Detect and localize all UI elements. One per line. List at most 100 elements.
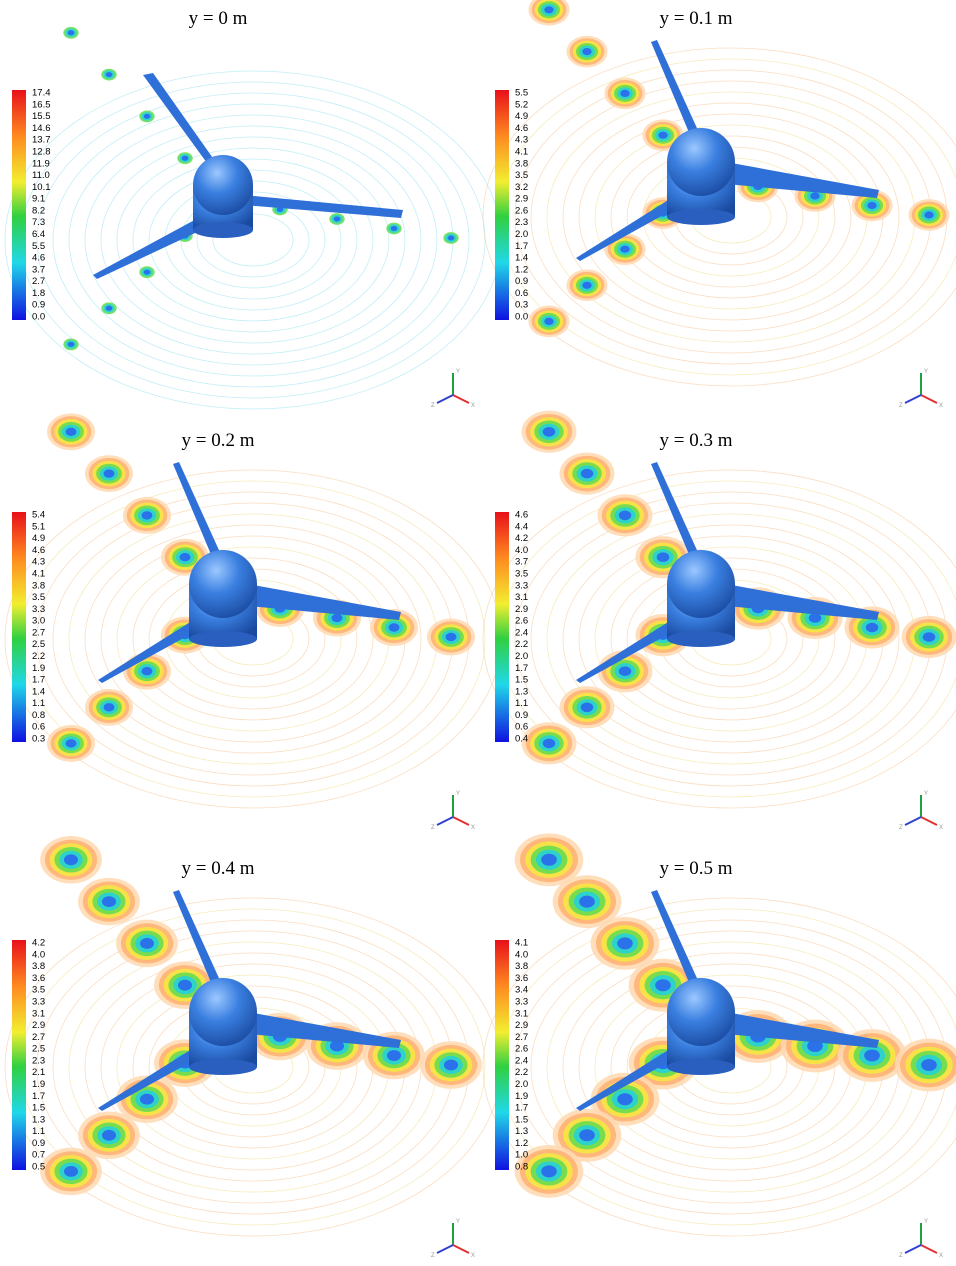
colorbar-label: 1.4	[515, 253, 528, 264]
blob	[579, 896, 595, 908]
colorbar-label: 4.0	[515, 949, 528, 960]
colorbar-label: 11.9	[32, 158, 50, 169]
triad-label: X	[471, 403, 475, 409]
blob	[619, 511, 631, 521]
colorbar-label: 3.1	[515, 1008, 528, 1019]
blob	[142, 667, 153, 675]
triad-axis	[921, 817, 937, 825]
colorbar-label: 1.7	[515, 241, 528, 252]
triad-label: Y	[456, 791, 460, 797]
triad-label: Y	[456, 1219, 460, 1225]
blob	[140, 938, 154, 949]
panel-title: y = 0.2 m	[182, 430, 255, 451]
blob	[579, 1129, 595, 1141]
colorbar-label: 0.6	[515, 288, 528, 299]
blob	[68, 30, 75, 35]
colorbar-label: 1.0	[515, 1150, 528, 1161]
colorbar-label: 3.8	[515, 158, 528, 169]
blob	[144, 270, 151, 275]
colorbar-label: 3.8	[32, 961, 45, 972]
colorbar-label: 0.6	[32, 722, 45, 733]
panel: y = 0.2 m5.45.14.94.64.34.13.83.53.33.02…	[5, 413, 501, 831]
colorbar-label: 2.4	[515, 1055, 528, 1066]
blob	[543, 739, 555, 749]
triad-axis	[437, 1245, 453, 1253]
colorbar-label: 2.2	[515, 1067, 528, 1078]
colorbar-label: 4.6	[32, 253, 45, 264]
colorbar-label: 10.1	[32, 182, 51, 193]
blob	[617, 1093, 633, 1105]
panel: y = 0.3 m4.64.44.24.03.73.53.33.12.92.62…	[483, 411, 956, 831]
colorbar-label: 4.3	[32, 557, 45, 568]
colorbar-label: 2.0	[515, 1079, 528, 1090]
colorbar-label: 3.3	[32, 996, 45, 1007]
colorbar-label: 9.1	[32, 194, 45, 205]
colorbar-label: 4.2	[32, 938, 45, 949]
colorbar-label: 0.4	[515, 734, 528, 745]
panel-title: y = 0.3 m	[660, 430, 733, 451]
colorbar-label: 7.3	[32, 217, 45, 228]
hub-dome	[189, 978, 257, 1046]
colorbar-label: 0.7	[32, 1150, 45, 1161]
vortex-arms	[63, 27, 458, 350]
blob	[104, 469, 115, 477]
colorbar-label: 4.9	[515, 111, 528, 122]
blob	[810, 192, 819, 199]
colorbar-label: 2.5	[32, 1044, 45, 1055]
contour	[5, 71, 501, 409]
triad-label: Y	[924, 1219, 928, 1225]
colorbar-label: 4.9	[32, 533, 45, 544]
colorbar-label: 8.2	[32, 205, 45, 216]
hub-base	[667, 209, 735, 225]
colorbar-label: 2.5	[32, 639, 45, 650]
colorbar-label: 16.5	[32, 99, 51, 110]
colorbar	[12, 512, 26, 742]
triad-axis	[921, 395, 937, 403]
figure: y = 0 m17.416.515.514.613.712.811.911.01…	[0, 0, 956, 1266]
colorbar-label: 1.3	[32, 1114, 45, 1125]
colorbar-label: 2.9	[32, 1020, 45, 1031]
blob	[582, 48, 591, 55]
colorbar-label: 2.7	[32, 1032, 45, 1043]
contour	[21, 82, 485, 398]
colorbar-label: 2.7	[515, 1032, 528, 1043]
blob	[581, 469, 593, 479]
triad-label: X	[939, 1253, 943, 1259]
blob	[332, 614, 343, 622]
blob	[64, 854, 78, 865]
colorbar-label: 4.6	[32, 545, 45, 556]
hub-base	[667, 631, 735, 647]
blob	[867, 202, 876, 209]
triad-axis	[437, 395, 453, 403]
blob	[923, 632, 935, 642]
colorbar-label: 4.2	[515, 533, 528, 544]
triad-label: Z	[431, 825, 435, 831]
blob	[104, 703, 115, 711]
colorbar-label: 0.5	[32, 1162, 45, 1173]
colorbar-label: 2.9	[515, 604, 528, 615]
triad-label: X	[939, 403, 943, 409]
blob	[921, 1059, 937, 1071]
triad-label: Z	[899, 1253, 903, 1259]
colorbar-label: 5.5	[515, 88, 528, 99]
colorbar-label: 0.8	[32, 710, 45, 721]
colorbar-label: 2.9	[515, 1020, 528, 1031]
blob	[619, 666, 631, 676]
colorbar-label: 3.8	[515, 961, 528, 972]
colorbar	[495, 940, 509, 1170]
contour	[53, 104, 453, 376]
colorbar	[12, 90, 26, 320]
colorbar-label: 3.3	[515, 580, 528, 591]
blob	[620, 246, 629, 253]
colorbar-label: 17.4	[32, 88, 51, 99]
colorbar-label: 0.0	[32, 312, 45, 323]
blob	[64, 1166, 78, 1177]
colorbar-label: 1.3	[515, 686, 528, 697]
panel-title: y = 0 m	[189, 8, 248, 29]
colorbar-label: 15.5	[32, 111, 51, 122]
colorbar-label: 3.6	[515, 973, 528, 984]
blob	[446, 633, 457, 641]
colorbar-label: 2.0	[515, 229, 528, 240]
colorbar-label: 3.7	[515, 557, 528, 568]
colorbar-label: 0.9	[32, 1138, 45, 1149]
